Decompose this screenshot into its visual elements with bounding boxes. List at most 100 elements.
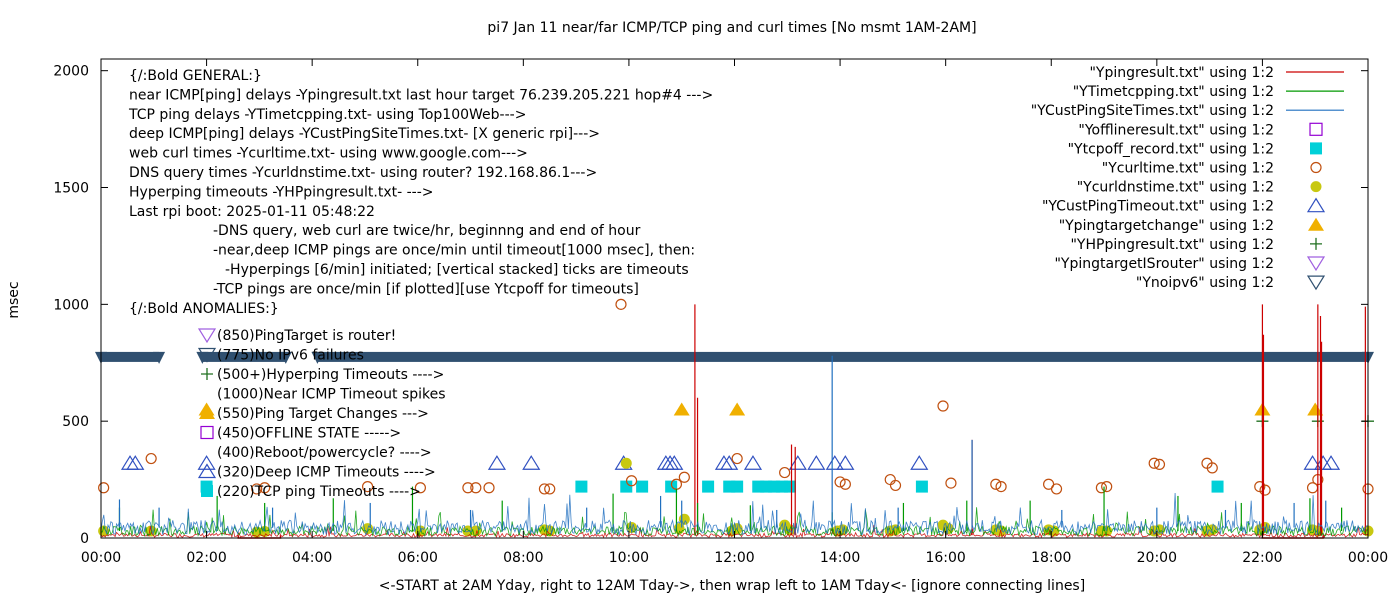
- series-5-point-17: [834, 476, 846, 488]
- legend-label-2: "YCustPingSiteTimes.txt" using 1:2: [1031, 103, 1274, 119]
- series-5-point-5: [414, 482, 426, 494]
- series-9-trace: [100, 492, 1369, 537]
- anomaly-marker-8: [201, 485, 213, 497]
- series-5-point-12: [625, 475, 638, 487]
- legend-label-6: "Ycurldnstime.txt" using 1:2: [1077, 180, 1274, 196]
- series-2-point-13: [807, 455, 826, 470]
- series-1-point-5: [702, 480, 715, 493]
- series-1-point-13: [915, 480, 928, 493]
- y-tick-label-4: 2000: [53, 64, 89, 80]
- series-5-point-22: [945, 477, 957, 489]
- x-tick-label-5: 10:00: [609, 550, 649, 566]
- series-5-point-14: [678, 471, 690, 483]
- series-5-point-28: [1101, 480, 1113, 493]
- legend-label-5: "Ycurltime.txt" using 1:2: [1102, 161, 1274, 177]
- legend-marker-10: [1306, 256, 1326, 272]
- anomaly-line-6: (400)Reboot/powercycle? ---->: [217, 445, 432, 461]
- legend-label-7: "YCustPingTimeout.txt" using 1:2: [1042, 199, 1274, 215]
- series-6-point-7: [470, 525, 482, 537]
- series-1-point-7: [731, 480, 744, 493]
- x-axis-label: <-START at 2AM Yday, right to 12AM Tday-…: [379, 578, 1085, 594]
- annotations: {/:Bold GENERAL:} near ICMP[ping] delays …: [128, 68, 713, 500]
- series-5-point-26: [1050, 483, 1063, 495]
- legend-marker-6: [1310, 181, 1322, 193]
- series-1-point-2: [620, 480, 633, 493]
- legend-label-0: "Ypingresult.txt" using 1:2: [1089, 65, 1274, 81]
- y-axis-label: msec: [6, 281, 22, 318]
- series-5-point-29: [1148, 457, 1160, 469]
- series-6-point-10: [620, 457, 632, 469]
- x-tick-label-1: 02:00: [186, 550, 226, 566]
- series-1-point-14: [1211, 480, 1224, 493]
- series-1-point-4: [665, 480, 678, 493]
- anomaly-marker-0: [197, 328, 217, 344]
- noipv6-band-0: [101, 351, 160, 362]
- series-5-point-6: [462, 482, 474, 494]
- plot-frame: [100, 58, 1369, 539]
- series-5-point-4: [361, 480, 374, 493]
- series-5-point-30: [1153, 458, 1166, 470]
- x-tick-label-11: 22:00: [1242, 550, 1282, 566]
- legend-marker-11: [1306, 275, 1326, 291]
- legend-label-10: "YpingtargetISrouter" using 1:2: [1054, 256, 1274, 272]
- x-tick-label-12: 00:00: [1348, 550, 1388, 566]
- legend-label-3: "Yofflineresult.txt" using 1:2: [1078, 122, 1274, 138]
- y-tick-label-1: 500: [62, 414, 89, 430]
- legend-marker-4: [1310, 142, 1322, 155]
- series-5-point-15: [731, 452, 743, 465]
- noipv6-band-start-2: [311, 351, 324, 364]
- annotation-line-5: DNS query times -Ycurldnstime.txt- using…: [129, 165, 597, 181]
- series-5-point-20: [889, 479, 902, 492]
- anomaly-line-3: (1000)Near ICMP Timeout spikes: [217, 387, 446, 403]
- legend-label-8: "Ypingtargetchange" using 1:2: [1059, 218, 1274, 234]
- anomaly-marker-7: [197, 463, 217, 479]
- x-tick-label-6: 12:00: [714, 550, 754, 566]
- series-9: [100, 355, 1369, 537]
- legend-marker-5: [1310, 161, 1322, 174]
- anomaly-marker-4: [199, 406, 215, 419]
- series-2-point-2: [197, 455, 216, 470]
- annotation-line-1: near ICMP[ping] delays -Ypingresult.txt …: [129, 87, 713, 103]
- chart-title: pi7 Jan 11 near/far ICMP/TCP ping and cu…: [487, 20, 976, 36]
- series-2-point-16: [910, 455, 929, 470]
- noipv6-band-2: [317, 351, 1369, 362]
- series-5-point-19: [884, 473, 896, 486]
- series-2-point-9: [714, 455, 734, 470]
- x-tick-label-0: 00:00: [81, 550, 121, 566]
- series-5-point-3: [259, 482, 271, 494]
- series-5-point-0: [98, 482, 110, 494]
- series-1: [200, 480, 1224, 493]
- x-tick-label-8: 16:00: [925, 550, 965, 566]
- noipv6-band-end-0: [153, 351, 166, 364]
- series-5-point-18: [839, 478, 851, 490]
- x-tick-label-2: 04:00: [292, 550, 332, 566]
- anomaly-line-0: (850)PingTarget is router!: [217, 328, 396, 344]
- series-5-point-9: [538, 483, 551, 495]
- legend-marker-9: [1310, 237, 1322, 250]
- series-4: [1256, 415, 1374, 428]
- series-2-point-1: [126, 455, 145, 470]
- series-3-point-2: [729, 402, 746, 416]
- series-3-point-4: [1307, 402, 1324, 416]
- legend-marker-8: [1308, 217, 1324, 231]
- legend-marker-3: [1309, 122, 1323, 136]
- series-3-point-1: [673, 402, 690, 416]
- legend-marker-7: [1306, 197, 1326, 213]
- anomaly-marker-1: [197, 347, 217, 363]
- y-tick-label-2: 1000: [53, 297, 89, 313]
- anomaly-marker-2: [201, 368, 213, 380]
- noipv6-band-1: [202, 351, 286, 362]
- series-2-point-17: [1303, 455, 1322, 470]
- series-2-point-10: [720, 455, 739, 470]
- x-tick-label-10: 20:00: [1137, 550, 1177, 566]
- annotation-line-12: {/:Bold ANOMALIES:}: [129, 301, 279, 317]
- series-5-point-16: [779, 466, 791, 479]
- noipv6-band-start-1: [196, 351, 209, 364]
- annotation-line-0: {/:Bold GENERAL:}: [129, 68, 262, 84]
- annotation-line-10: -Hyperpings [6/min] initiated; [vertical…: [225, 262, 689, 278]
- series-2-point-0: [120, 455, 140, 470]
- noipv6-band-end-1: [279, 351, 292, 364]
- x-tick-label-3: 06:00: [398, 550, 438, 566]
- series-1-point-12: [783, 480, 796, 493]
- series-1-point-3: [636, 480, 649, 493]
